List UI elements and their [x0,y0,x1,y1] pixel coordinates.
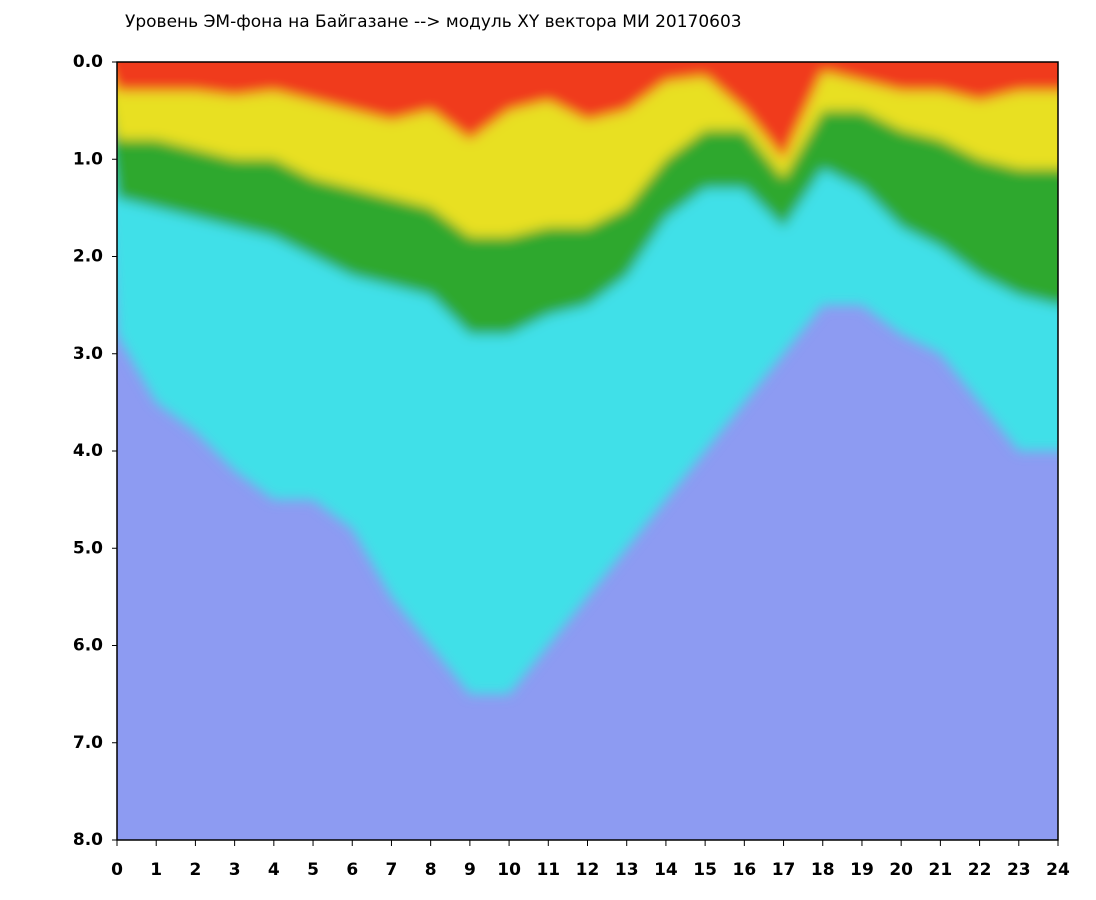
y-tick-label: 5.0 [73,538,103,558]
x-tick-label: 20 [889,860,913,880]
y-tick-label: 8.0 [73,830,103,850]
x-tick-label: 2 [189,860,201,880]
x-tick-label: 3 [229,860,241,880]
y-tick-label: 2.0 [73,247,103,267]
x-tick-label: 16 [732,860,756,880]
level-area [117,62,1058,160]
x-tick-label: 17 [772,860,796,880]
x-tick-label: 14 [654,860,678,880]
x-tick-label: 4 [268,860,280,880]
x-tick-label: 12 [576,860,600,880]
x-tick-label: 23 [1007,860,1031,880]
plot-area [117,62,1058,840]
x-tick-label: 24 [1046,860,1070,880]
x-tick-label: 9 [464,860,476,880]
x-tick-label: 1 [150,860,162,880]
x-tick-label: 21 [929,860,953,880]
x-tick-label: 22 [968,860,992,880]
x-tick-label: 5 [307,860,319,880]
y-tick-label: 4.0 [73,441,103,461]
x-tick-label: 6 [346,860,358,880]
y-tick-label: 6.0 [73,636,103,656]
chart-title: Уровень ЭМ-фона на Байгазане --> модуль … [125,12,742,32]
bands [117,62,1058,695]
y-tick-label: 7.0 [73,733,103,753]
x-tick-label: 18 [811,860,835,880]
x-tick-label: 11 [536,860,560,880]
x-tick-label: 0 [111,860,123,880]
x-tick-label: 19 [850,860,874,880]
x-tick-label: 10 [497,860,521,880]
x-tick-label: 8 [425,860,437,880]
y-tick-label: 3.0 [73,344,103,364]
y-tick-label: 0.0 [73,52,103,72]
x-tick-label: 15 [693,860,717,880]
x-tick-label: 13 [615,860,639,880]
y-tick-label: 1.0 [73,149,103,169]
x-tick-label: 7 [386,860,398,880]
